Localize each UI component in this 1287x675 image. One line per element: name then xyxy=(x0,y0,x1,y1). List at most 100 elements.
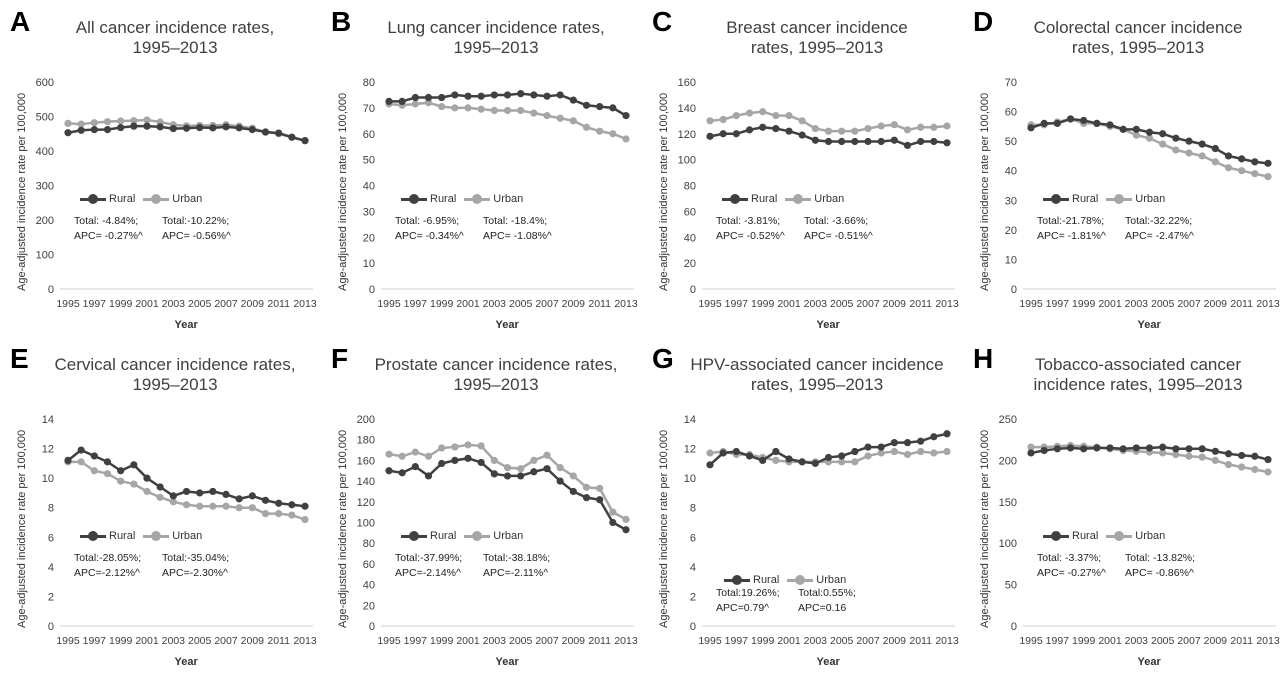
data-point-urban xyxy=(169,498,177,506)
data-point-rural xyxy=(1093,119,1101,127)
y-tick-label: 20 xyxy=(363,600,375,612)
data-point-rural xyxy=(1211,144,1219,153)
data-point-urban xyxy=(438,102,446,111)
x-tick-label: 2001 xyxy=(456,635,480,647)
y-tick-label: 10 xyxy=(363,258,375,270)
legend-marker xyxy=(472,194,483,204)
data-point-urban xyxy=(248,504,256,512)
data-point-rural xyxy=(824,453,833,462)
data-point-rural xyxy=(301,502,309,510)
data-point-rural xyxy=(838,137,846,146)
data-point-rural xyxy=(103,458,112,466)
x-axis-label: Year xyxy=(495,319,519,331)
x-tick-label: 2007 xyxy=(535,298,559,310)
data-point-rural xyxy=(64,129,72,137)
data-point-urban xyxy=(490,106,498,115)
x-tick-label: 2005 xyxy=(188,298,212,310)
data-point-urban xyxy=(222,502,230,510)
data-point-rural xyxy=(1198,140,1206,148)
data-point-rural xyxy=(1066,115,1075,123)
data-point-urban xyxy=(556,114,564,122)
x-axis-label: Year xyxy=(495,656,519,668)
x-tick-label: 2001 xyxy=(135,298,159,310)
data-point-urban xyxy=(103,118,112,126)
x-tick-label: 2003 xyxy=(1125,298,1149,310)
data-point-urban xyxy=(424,99,433,107)
data-point-rural xyxy=(182,487,191,496)
legend-item-rural: Rural xyxy=(722,193,777,205)
data-point-urban xyxy=(90,467,98,475)
y-tick-label: 2 xyxy=(48,591,54,603)
data-point-rural xyxy=(851,137,859,146)
y-tick-label: 12 xyxy=(42,444,54,456)
y-tick-label: 500 xyxy=(36,112,54,124)
data-point-urban xyxy=(1211,158,1219,166)
x-axis-label: Year xyxy=(1137,319,1161,331)
data-point-rural xyxy=(1080,445,1088,453)
x-tick-label: 2005 xyxy=(1151,635,1175,647)
data-point-rural xyxy=(1106,121,1114,129)
x-tick-label: 2003 xyxy=(162,635,186,647)
data-point-urban xyxy=(596,127,604,135)
data-point-rural xyxy=(1185,445,1193,453)
data-point-rural xyxy=(156,483,164,491)
legend-label-urban: Urban xyxy=(814,193,845,205)
chart-title: Cervical cancer incidence rates, 1995–20… xyxy=(54,355,296,394)
data-point-rural xyxy=(1238,451,1246,460)
data-point-rural xyxy=(385,467,393,475)
data-point-urban xyxy=(301,515,309,524)
data-point-urban xyxy=(1224,460,1233,469)
data-point-rural xyxy=(1238,155,1246,163)
legend-swatch-urban xyxy=(464,194,491,204)
data-point-rural xyxy=(248,126,256,134)
legend-marker xyxy=(1051,194,1061,204)
legend-marker xyxy=(1114,531,1125,541)
data-point-rural xyxy=(130,122,138,130)
data-point-urban xyxy=(864,124,872,133)
data-point-urban xyxy=(1198,453,1206,461)
y-tick-label: 40 xyxy=(363,181,375,193)
y-tick-label: 60 xyxy=(363,559,375,571)
data-point-urban xyxy=(706,449,714,457)
x-tick-label: 1997 xyxy=(1046,298,1070,310)
data-point-urban xyxy=(517,106,525,115)
data-point-rural xyxy=(143,122,151,130)
data-point-urban xyxy=(851,458,859,466)
y-tick-label: 40 xyxy=(1005,166,1017,178)
data-point-rural xyxy=(785,455,793,463)
chart-panel-c: C Breast cancer incidence rates, 1995–201… xyxy=(642,0,963,337)
y-tick-label: 70 xyxy=(1005,77,1017,89)
data-point-urban xyxy=(1211,456,1219,464)
data-point-rural xyxy=(503,472,512,480)
data-point-urban xyxy=(235,504,243,512)
y-tick-label: 20 xyxy=(684,258,696,270)
x-tick-label: 2011 xyxy=(267,635,290,647)
data-point-rural xyxy=(1251,158,1259,166)
data-point-urban xyxy=(411,448,419,456)
series-line-rural xyxy=(67,448,306,508)
legend-label-rural: Rural xyxy=(109,530,136,542)
annotation-urban: Total:-32.22%; APC= -2.47%^ xyxy=(1125,215,1194,242)
data-point-urban xyxy=(582,483,591,491)
x-tick-label: 2011 xyxy=(1230,635,1253,647)
legend-marker xyxy=(793,194,804,204)
data-point-rural xyxy=(890,136,898,144)
data-point-rural xyxy=(582,101,591,109)
data-point-urban xyxy=(903,126,912,134)
data-point-rural xyxy=(1224,152,1233,160)
data-point-urban xyxy=(622,135,630,143)
x-tick-label: 2005 xyxy=(509,298,533,310)
data-point-urban xyxy=(261,510,270,518)
y-tick-label: 200 xyxy=(36,215,54,227)
data-point-rural xyxy=(1080,116,1088,125)
chart-title: All cancer incidence rates, 1995–2013 xyxy=(75,18,275,57)
x-tick-label: 1999 xyxy=(1072,298,1096,310)
data-point-rural xyxy=(917,437,925,445)
legend-swatch-rural xyxy=(722,194,748,204)
data-point-rural xyxy=(1053,119,1061,127)
data-point-rural xyxy=(543,465,551,473)
x-tick-label: 1995 xyxy=(56,298,80,310)
data-point-urban xyxy=(385,450,393,458)
data-point-rural xyxy=(824,137,833,146)
